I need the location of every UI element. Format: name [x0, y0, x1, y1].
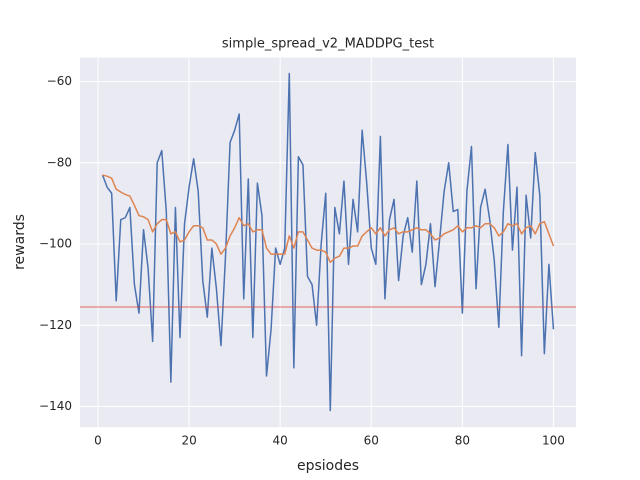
x-tick-label: 100 [542, 434, 565, 448]
y-tick-label: −120 [39, 318, 72, 332]
x-tick-label: 0 [94, 434, 102, 448]
y-tick-label: −100 [39, 237, 72, 251]
y-tick-label: −60 [47, 74, 72, 88]
x-tick-label: 60 [364, 434, 379, 448]
plot-area [80, 57, 576, 428]
series-line [102, 174, 555, 264]
x-tick-label: 80 [455, 434, 470, 448]
y-tick-label: −80 [47, 155, 72, 169]
marks [80, 72, 576, 412]
chart-title: simple_spread_v2_MADDPG_test [222, 37, 434, 52]
x-tick-label: 40 [273, 434, 288, 448]
y-tick-label: −140 [39, 399, 72, 413]
y-axis-label: rewards [12, 214, 28, 270]
grid [80, 57, 576, 428]
x-axis-label: epsiodes [297, 458, 359, 474]
series-line [101, 72, 555, 412]
x-tick-label: 20 [181, 434, 196, 448]
